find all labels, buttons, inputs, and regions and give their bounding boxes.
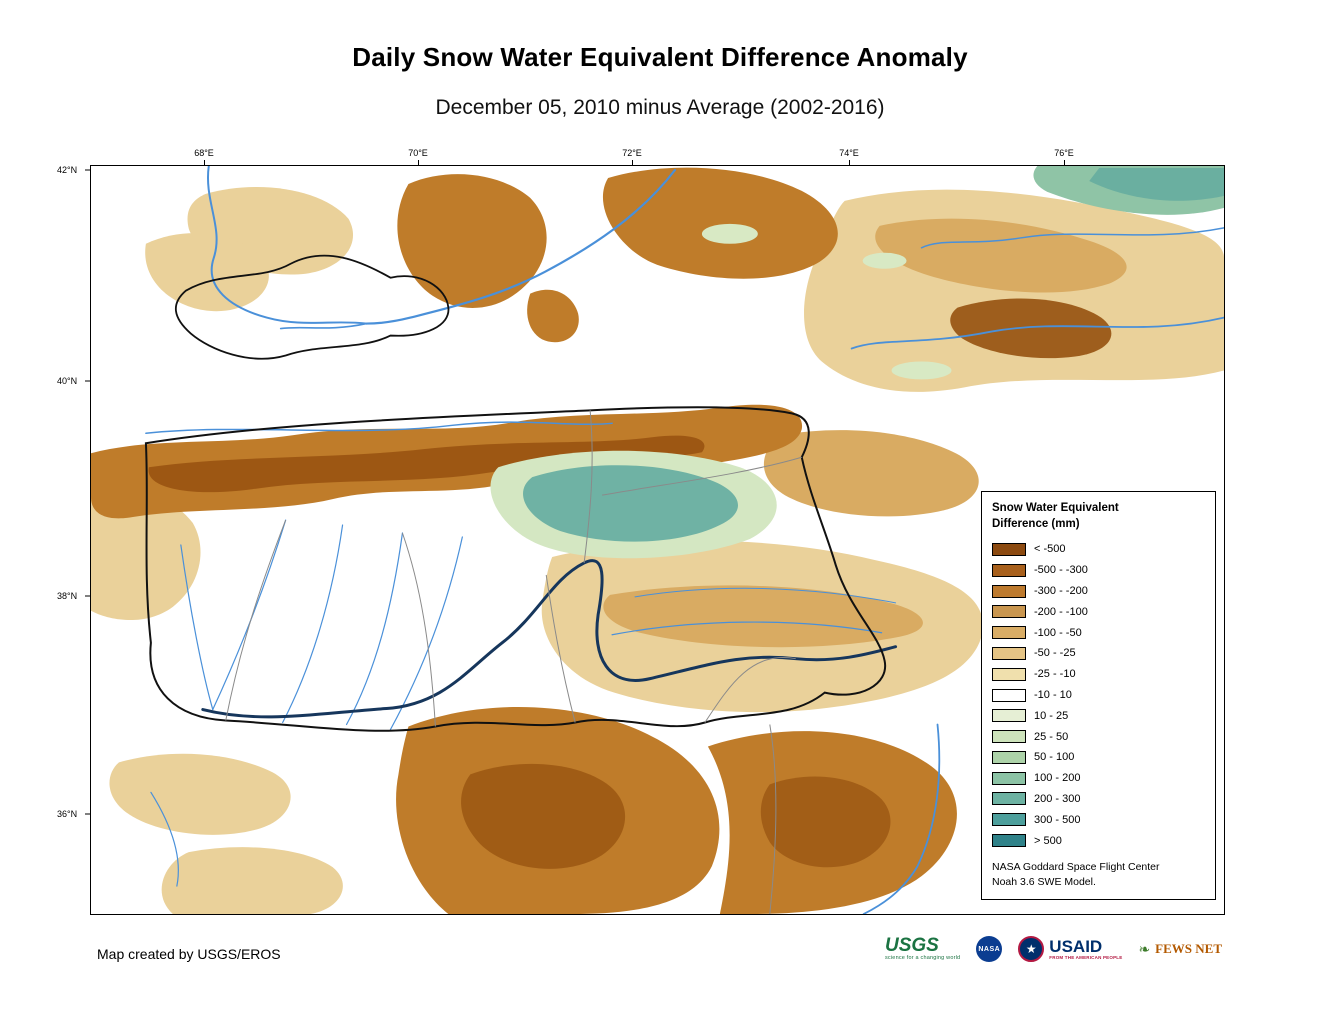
legend-entry: -300 - -200 xyxy=(992,581,1205,602)
usaid-star-icon: ★ xyxy=(1025,942,1037,956)
legend-entry: 10 - 25 xyxy=(992,705,1205,726)
legend-swatch xyxy=(992,750,1026,764)
map-title: Daily Snow Water Equivalent Difference A… xyxy=(352,42,968,72)
fewsnet-logo: ❧ FEWS NET xyxy=(1138,941,1222,957)
legend-swatch xyxy=(992,792,1026,806)
legend-title-line1: Snow Water Equivalent xyxy=(992,502,1119,514)
legend-source: NASA Goddard Space Flight Center Noah 3.… xyxy=(992,860,1205,890)
fewsnet-leaf-icon: ❧ xyxy=(1138,941,1151,957)
legend-swatch xyxy=(992,605,1026,619)
legend-title: Snow Water Equivalent Difference (mm) xyxy=(992,501,1205,532)
legend-entry-label: 300 - 500 xyxy=(1034,813,1081,826)
legend-swatch xyxy=(992,688,1026,702)
usaid-logo-text: USAID xyxy=(1049,937,1103,956)
legend-entry-label: > 500 xyxy=(1034,834,1062,847)
legend-entry: 300 - 500 xyxy=(992,809,1205,830)
legend-source-line1: NASA Goddard Space Flight Center xyxy=(992,860,1160,873)
latitude-tick-label: 36°N xyxy=(57,809,78,819)
legend-entry: 25 - 50 xyxy=(992,726,1205,747)
legend-source-line2: Noah 3.6 SWE Model. xyxy=(992,876,1096,889)
latitude-tick-mark xyxy=(85,595,91,597)
basin-boundaries-layer xyxy=(144,254,887,914)
longitude-tick-label: 70°E xyxy=(408,148,428,158)
usgs-logo: USGS science for a changing world xyxy=(884,935,961,961)
legend-swatch xyxy=(992,813,1026,827)
legend-entry-label: < -500 xyxy=(1034,543,1066,556)
longitude-tick-label: 76°E xyxy=(1054,148,1074,158)
rivers-layer xyxy=(145,166,1224,914)
legend-entry: > 500 xyxy=(992,830,1205,851)
legend-entry: -25 - -10 xyxy=(992,664,1205,685)
nasa-logo-text: NASA xyxy=(978,945,1001,953)
legend-entry: -100 - -50 xyxy=(992,622,1205,643)
latitude-tick-label: 38°N xyxy=(57,591,78,601)
longitude-tick-mark xyxy=(849,160,850,166)
legend: Snow Water Equivalent Difference (mm) < … xyxy=(981,491,1216,901)
legend-entry-label: -300 - -200 xyxy=(1034,585,1088,598)
legend-swatch xyxy=(992,667,1026,681)
legend-entry-label: 200 - 300 xyxy=(1034,792,1081,805)
legend-entry: -10 - 10 xyxy=(992,685,1205,706)
legend-entry-label: 25 - 50 xyxy=(1034,730,1069,743)
legend-entry-label: -25 - -10 xyxy=(1034,668,1076,681)
longitude-tick-label: 68°E xyxy=(194,148,214,158)
legend-entry: 50 - 100 xyxy=(992,747,1205,768)
latitude-tick-mark xyxy=(85,380,91,382)
latitude-tick-mark xyxy=(85,813,91,815)
legend-entry: 200 - 300 xyxy=(992,789,1205,810)
map-credit: Map created by USGS/EROS xyxy=(97,946,281,962)
nasa-logo-icon: NASA xyxy=(976,936,1003,962)
longitude-tick-label: 72°E xyxy=(622,148,642,158)
legend-swatch xyxy=(992,563,1026,577)
legend-entry: -500 - -300 xyxy=(992,560,1205,581)
nasa-logo: NASA xyxy=(976,936,1003,962)
map-graphic xyxy=(91,166,1224,914)
longitude-tick-mark xyxy=(632,160,633,166)
terrain-layer xyxy=(91,166,1224,914)
legend-entry-label: 100 - 200 xyxy=(1034,772,1081,785)
usaid-logo-icon: ★ xyxy=(1018,936,1045,962)
legend-title-line2: Difference (mm) xyxy=(992,517,1080,530)
legend-swatch xyxy=(992,626,1026,640)
legend-swatch xyxy=(992,730,1026,744)
logo-strip: USGS science for a changing world NASA ★… xyxy=(885,936,1222,962)
legend-entry: < -500 xyxy=(992,539,1205,560)
legend-entry-label: 50 - 100 xyxy=(1034,751,1075,764)
legend-entry: -200 - -100 xyxy=(992,601,1205,622)
legend-entries: < -500 -500 - -300 -300 - -200 -200 - -100 -… xyxy=(992,539,1205,851)
legend-entry-label: 10 - 25 xyxy=(1034,709,1069,722)
longitude-tick-mark xyxy=(1064,160,1065,166)
legend-entry: 100 - 200 xyxy=(992,768,1205,789)
legend-swatch xyxy=(992,584,1026,598)
legend-swatch xyxy=(992,646,1026,660)
legend-entry-label: -500 - -300 xyxy=(1034,564,1088,577)
usgs-logo-tagline: science for a changing world xyxy=(884,954,961,961)
legend-swatch xyxy=(992,542,1026,556)
legend-swatch xyxy=(992,709,1026,723)
latitude-tick-mark xyxy=(85,169,91,171)
usaid-logo: ★ USAID FROM THE AMERICAN PEOPLE xyxy=(1018,936,1122,962)
latitude-tick-label: 40°N xyxy=(57,376,78,386)
map-subtitle: December 05, 2010 minus Average (2002-20… xyxy=(435,96,885,119)
legend-entry-label: -10 - 10 xyxy=(1034,689,1072,701)
longitude-tick-label: 74°E xyxy=(839,148,859,158)
map-frame: Snow Water Equivalent Difference (mm) < … xyxy=(57,148,1225,915)
longitude-tick-mark xyxy=(204,160,205,166)
longitude-tick-mark xyxy=(418,160,419,166)
legend-entry-label: -200 - -100 xyxy=(1034,605,1088,618)
legend-entry: -50 - -25 xyxy=(992,643,1205,664)
legend-swatch xyxy=(992,771,1026,785)
usgs-logo-text: USGS xyxy=(884,935,939,957)
legend-entry-label: -50 - -25 xyxy=(1034,647,1076,660)
legend-entry-label: -100 - -50 xyxy=(1034,626,1082,639)
legend-swatch xyxy=(992,834,1026,848)
latitude-tick-label: 42°N xyxy=(57,165,78,175)
usaid-logo-tagline: FROM THE AMERICAN PEOPLE xyxy=(1049,955,1123,960)
fewsnet-logo-text: FEWS NET xyxy=(1155,941,1222,956)
